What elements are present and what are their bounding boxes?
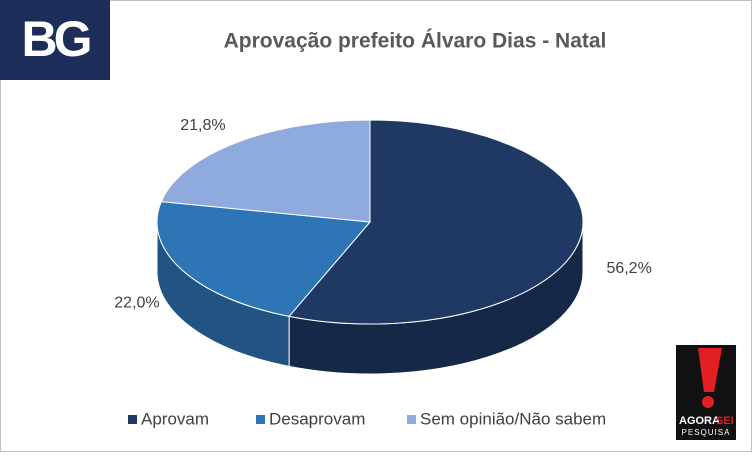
legend-swatch: [256, 415, 265, 424]
legend-label: Sem opinião/Não sabem: [420, 409, 606, 428]
agora-logo: AGORA SEI PESQUISA: [676, 345, 736, 440]
slice: [156, 201, 372, 317]
logo-icon: [698, 348, 722, 392]
slice: [160, 119, 371, 223]
logo-text: AGORA: [679, 415, 720, 427]
data-label: 21,8%: [180, 117, 225, 134]
logo-text: SEI: [716, 415, 734, 427]
legend-label: Aprovam: [141, 409, 209, 428]
slice: [288, 119, 584, 325]
logo-icon: [702, 396, 714, 408]
data-label: 22,0%: [114, 294, 159, 311]
data-label: 56,2%: [606, 260, 651, 277]
legend-swatch: [128, 415, 137, 424]
legend-swatch: [407, 415, 416, 424]
logo-text: PESQUISA: [682, 428, 731, 437]
logo-box: [0, 0, 110, 80]
chart-title: Aprovação prefeito Álvaro Dias - Natal: [224, 30, 607, 53]
logo-text: BG: [22, 11, 90, 67]
legend-label: Desaprovam: [269, 409, 365, 428]
